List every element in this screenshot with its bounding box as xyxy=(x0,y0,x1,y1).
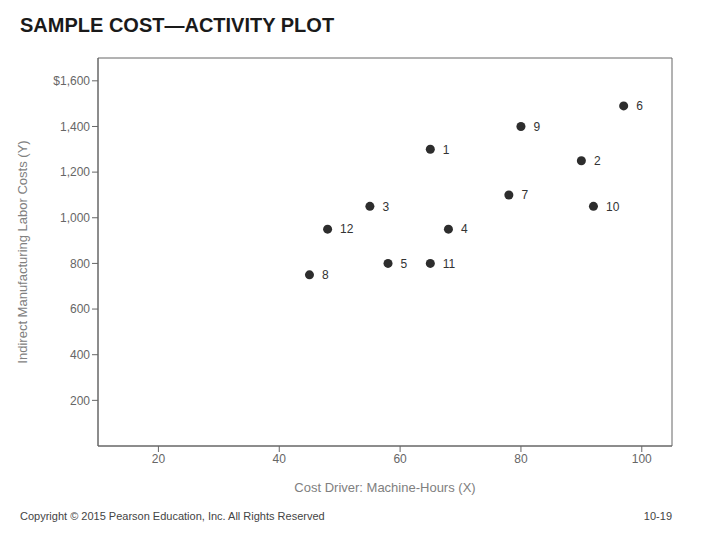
svg-text:80: 80 xyxy=(514,452,528,466)
html-text:10-19: 10-19 xyxy=(643,510,672,522)
svg-text:100: 100 xyxy=(632,452,652,466)
svg-text:200: 200 xyxy=(70,394,90,408)
svg-text:7: 7 xyxy=(521,188,528,202)
svg-text:6: 6 xyxy=(636,99,643,113)
svg-text:4: 4 xyxy=(461,222,468,236)
svg-text:Indirect Manufacturing Labor C: Indirect Manufacturing Labor Costs (Y) xyxy=(15,140,30,363)
svg-text:1: 1 xyxy=(443,143,450,157)
svg-text:400: 400 xyxy=(70,348,90,362)
html-text:Copyright © 2015 Pearson Educa: Copyright © 2015 Pearson Education, Inc.… xyxy=(20,510,325,522)
svg-text:20: 20 xyxy=(152,452,166,466)
svg-text:12: 12 xyxy=(340,222,354,236)
svg-text:8: 8 xyxy=(322,268,329,282)
svg-text:3: 3 xyxy=(382,200,389,214)
svg-text:40: 40 xyxy=(273,452,287,466)
svg-text:11: 11 xyxy=(443,257,456,271)
svg-text:60: 60 xyxy=(393,452,407,466)
svg-text:9: 9 xyxy=(533,120,540,134)
svg-text:1,000: 1,000 xyxy=(60,211,90,225)
svg-text:5: 5 xyxy=(401,257,408,271)
html-text:SAMPLE COST—ACTIVITY PLOT: SAMPLE COST—ACTIVITY PLOT xyxy=(20,14,335,36)
svg-text:$1,600: $1,600 xyxy=(53,74,90,88)
svg-text:2: 2 xyxy=(594,154,601,168)
svg-text:1,200: 1,200 xyxy=(60,165,90,179)
svg-text:800: 800 xyxy=(70,257,90,271)
svg-text:10: 10 xyxy=(606,200,620,214)
svg-text:1,400: 1,400 xyxy=(60,120,90,134)
svg-text:600: 600 xyxy=(70,302,90,316)
svg-text:Cost Driver: Machine-Hours (X): Cost Driver: Machine-Hours (X) xyxy=(294,480,475,495)
